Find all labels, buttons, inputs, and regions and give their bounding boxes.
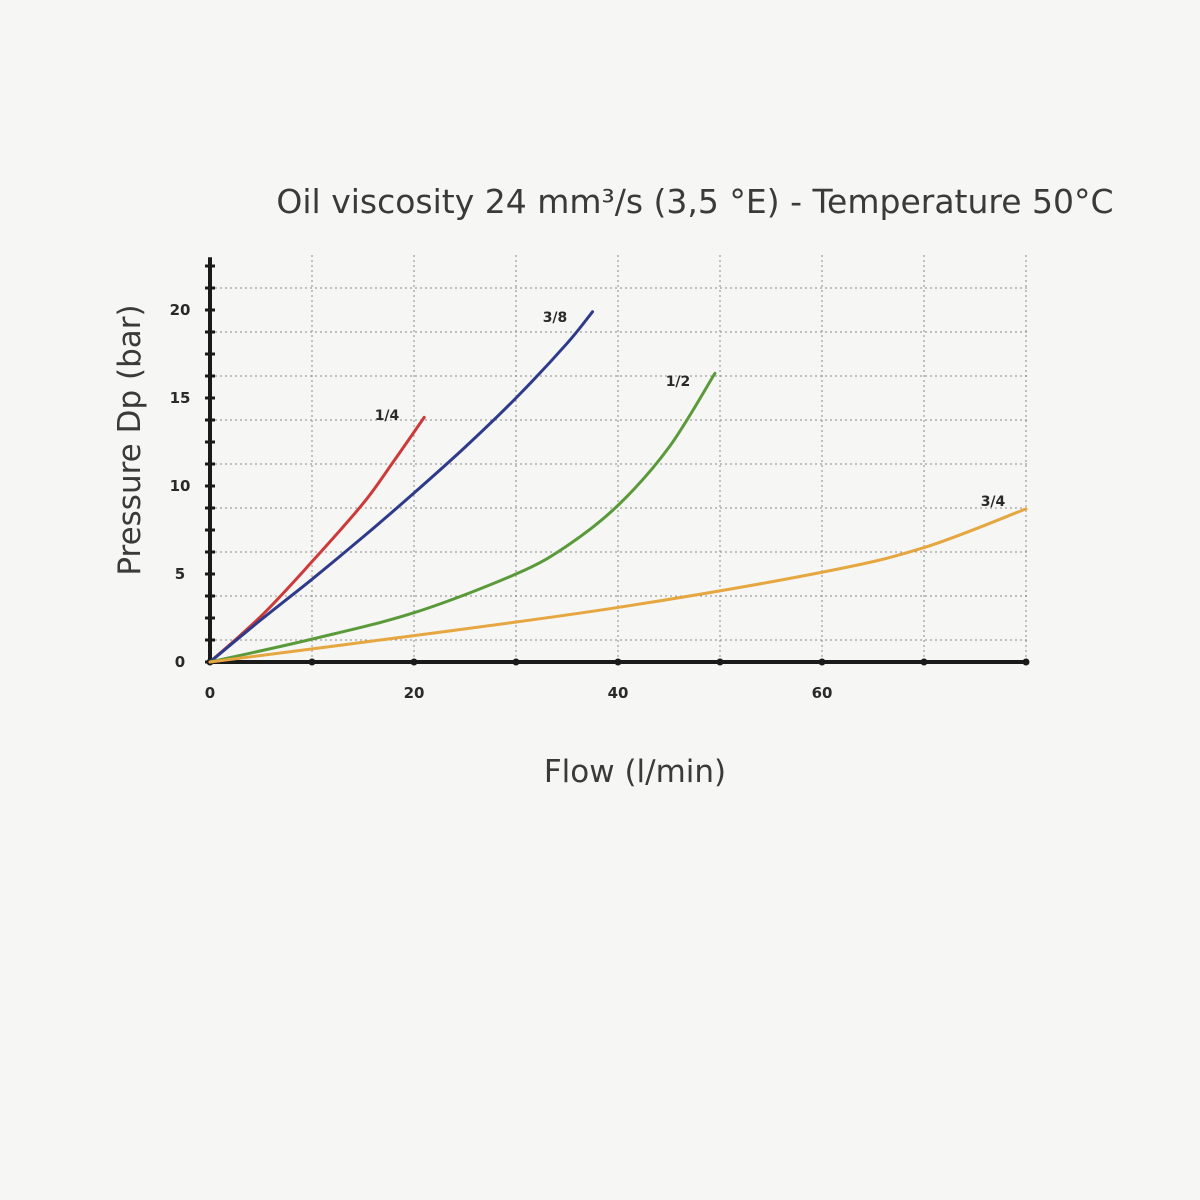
series-line-1-2 — [208, 371, 717, 664]
y-axis-label: Pressure Dp (bar) — [112, 304, 148, 575]
x-tick-mark — [308, 658, 316, 666]
y-tick-mark — [205, 330, 215, 334]
y-tick-mark — [205, 286, 215, 290]
y-tick-mark — [205, 352, 215, 356]
y-tick-mark — [205, 440, 215, 444]
ticks: 0 20 40 60 0 5 10 15 20 — [170, 264, 1030, 702]
y-tick-mark — [205, 264, 215, 268]
x-tick-mark — [1022, 658, 1030, 666]
x-tick-mark — [716, 658, 724, 666]
y-tick-mark — [205, 506, 215, 510]
series-label-1-4: 1/4 — [375, 408, 400, 424]
y-tick-mark — [205, 396, 215, 400]
chart-title: Oil viscosity 24 mm³/s (3,5 °E) - Temper… — [276, 182, 1113, 221]
series-line-3-8 — [208, 310, 594, 664]
x-tick-mark — [818, 658, 826, 666]
x-tick-mark — [512, 658, 520, 666]
y-tick-mark — [205, 572, 215, 576]
x-tick-label: 0 — [205, 684, 215, 702]
x-tick-label: 20 — [404, 684, 425, 702]
series-group: 1/4 3/8 1/2 3/4 — [208, 310, 1028, 664]
x-axis-label: Flow (l/min) — [544, 754, 726, 790]
series-label-3-8: 3/8 — [543, 310, 568, 326]
y-tick-mark — [205, 374, 215, 378]
series-line-3-4 — [208, 507, 1028, 664]
series-label-3-4: 3/4 — [981, 494, 1006, 510]
y-tick-mark — [205, 550, 215, 554]
y-tick-label: 20 — [170, 301, 191, 319]
x-tick-label: 40 — [608, 684, 629, 702]
grid — [210, 255, 1027, 662]
y-tick-mark — [205, 418, 215, 422]
y-tick-mark — [205, 308, 215, 312]
series-line-1-4 — [208, 415, 426, 664]
y-tick-label: 15 — [170, 389, 191, 407]
x-tick-label: 60 — [812, 684, 833, 702]
y-tick-label: 0 — [175, 653, 185, 671]
y-tick-mark — [205, 484, 215, 488]
y-tick-label: 10 — [170, 477, 191, 495]
x-tick-mark — [920, 658, 928, 666]
y-tick-mark — [205, 528, 215, 532]
y-tick-mark — [205, 594, 215, 598]
y-tick-label: 5 — [175, 565, 185, 583]
y-tick-mark — [205, 616, 215, 620]
y-tick-mark — [205, 462, 215, 466]
x-tick-mark — [614, 658, 622, 666]
x-tick-mark — [410, 658, 418, 666]
series-label-1-2: 1/2 — [666, 374, 691, 390]
y-tick-mark — [205, 638, 215, 642]
